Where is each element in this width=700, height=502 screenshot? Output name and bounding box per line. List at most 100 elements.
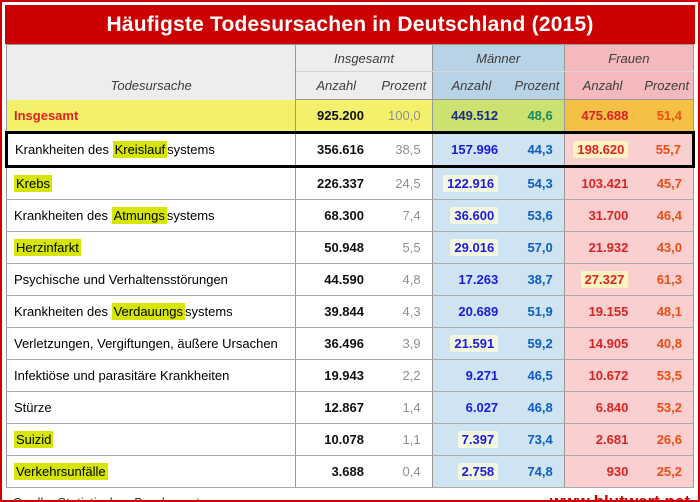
cause-text-post: systems bbox=[167, 142, 215, 157]
men-percent-cell: 46,5 bbox=[510, 359, 565, 392]
marker-highlight: Verkehrsunfälle bbox=[14, 463, 108, 480]
men-count-cell: 21.591 bbox=[431, 327, 511, 360]
total-count-cell: 925.200 bbox=[295, 99, 376, 133]
women-percent-cell: 43,0 bbox=[640, 231, 694, 264]
men-percent-cell: 44,3 bbox=[510, 131, 565, 168]
total-count-cell: 44.590 bbox=[295, 263, 376, 296]
total-percent-cell: 5,5 bbox=[376, 231, 433, 264]
cause-cell: Krankheiten des Atmungs systems bbox=[6, 199, 296, 232]
value-highlight: 2.758 bbox=[457, 463, 499, 480]
total-percent-cell: 100,0 bbox=[376, 99, 433, 133]
header-sub-row: Anzahl Prozent Anzahl Prozent Anzahl Pro… bbox=[7, 71, 694, 100]
men-percent-cell: 74,8 bbox=[510, 455, 565, 488]
header-group-row: Todesursache Insgesamt Männer Frauen bbox=[6, 44, 694, 100]
women-count-cell: 6.840 bbox=[563, 391, 641, 424]
footer: Quelle: Statistisches Bundesamt www.blut… bbox=[5, 488, 695, 502]
women-count-cell: 930 bbox=[563, 455, 641, 488]
men-count-cell: 9.271 bbox=[431, 359, 511, 392]
header-men-percent: Prozent bbox=[510, 71, 565, 100]
women-count-cell: 10.672 bbox=[563, 359, 641, 392]
men-count-cell: 122.916 bbox=[431, 166, 511, 200]
value-highlight: 27.327 bbox=[580, 271, 629, 288]
table-row-insgesamt: Insgesamt 925.200 100,0 449.512 48,6 475… bbox=[6, 99, 694, 133]
cause-cell: Stürze bbox=[6, 391, 296, 424]
table-row-suizid: Suizid 10.078 1,1 7.397 73,4 2.681 26,6 bbox=[6, 423, 694, 456]
total-percent-cell: 1,4 bbox=[376, 391, 433, 424]
cause-text: Stürze bbox=[14, 400, 52, 415]
total-percent-cell: 4,8 bbox=[376, 263, 433, 296]
cause-cell: Herzinfarkt bbox=[6, 231, 296, 264]
table-row-atmung: Krankheiten des Atmungs systems 68.300 7,… bbox=[6, 199, 694, 232]
men-percent-cell: 54,3 bbox=[510, 166, 565, 200]
cause-cell: Suizid bbox=[6, 423, 296, 456]
men-count-cell: 157.996 bbox=[431, 131, 511, 168]
men-count-cell: 29.016 bbox=[431, 231, 511, 264]
header-cause: Todesursache bbox=[6, 44, 296, 100]
total-count-cell: 3.688 bbox=[295, 455, 376, 488]
table-row-kreislauf: Krankheiten des Kreislauf systems 356.616… bbox=[4, 131, 696, 168]
women-percent-cell: 45,7 bbox=[640, 166, 694, 200]
women-count-cell: 198.620 bbox=[563, 131, 641, 168]
total-percent-cell: 0,4 bbox=[376, 455, 433, 488]
cause-text: Krankheiten des bbox=[14, 304, 112, 319]
table-row-verdauung: Krankheiten des Verdauungs systems 39.844… bbox=[6, 295, 694, 328]
total-count-cell: 68.300 bbox=[295, 199, 376, 232]
men-count-cell: 17.263 bbox=[431, 263, 511, 296]
men-count-cell: 2.758 bbox=[431, 455, 511, 488]
header-total-count: Anzahl bbox=[295, 71, 376, 100]
women-count-cell: 2.681 bbox=[563, 423, 641, 456]
women-percent-cell: 26,6 bbox=[640, 423, 694, 456]
total-percent-cell: 38,5 bbox=[376, 131, 433, 168]
women-count-cell: 27.327 bbox=[563, 263, 641, 296]
source-note: Quelle: Statistisches Bundesamt bbox=[12, 494, 200, 502]
cause-text-post: systems bbox=[184, 304, 233, 319]
women-percent-cell: 61,3 bbox=[640, 263, 694, 296]
table-row-stuerze: Stürze 12.867 1,4 6.027 46,8 6.840 53,2 bbox=[6, 391, 694, 424]
header-group-women: Frauen bbox=[563, 44, 694, 72]
total-count-cell: 36.496 bbox=[295, 327, 376, 360]
men-count-cell: 7.397 bbox=[431, 423, 511, 456]
total-percent-cell: 2,2 bbox=[376, 359, 433, 392]
cause-text: Krankheiten des bbox=[15, 142, 113, 157]
cause-text: Infektiöse und parasitäre Krankheiten bbox=[14, 368, 230, 383]
men-percent-cell: 57,0 bbox=[510, 231, 565, 264]
table-row-herzinfarkt: Herzinfarkt 50.948 5,5 29.016 57,0 21.93… bbox=[6, 231, 694, 264]
total-percent-cell: 24,5 bbox=[376, 166, 433, 200]
table-row-infektioese: Infektiöse und parasitäre Krankheiten 19… bbox=[6, 359, 694, 392]
total-count-cell: 39.844 bbox=[295, 295, 376, 328]
marker-highlight: Atmungs bbox=[111, 207, 167, 224]
men-percent-cell: 48,6 bbox=[510, 99, 565, 133]
total-percent-cell: 1,1 bbox=[376, 423, 433, 456]
cause-text: Verletzungen, Vergiftungen, äußere Ursac… bbox=[14, 336, 278, 351]
women-percent-cell: 55,7 bbox=[640, 131, 696, 168]
cause-cell: Psychische und Verhaltensstörungen bbox=[6, 263, 296, 296]
men-count-cell: 20.689 bbox=[431, 295, 511, 328]
cause-text: Krankheiten des bbox=[14, 208, 112, 223]
header-group-total: Insgesamt bbox=[295, 44, 433, 72]
marker-highlight: Krebs bbox=[14, 175, 52, 192]
cause-cell: Krankheiten des Kreislauf systems bbox=[4, 131, 296, 168]
women-count-cell: 31.700 bbox=[563, 199, 641, 232]
value-highlight: 36.600 bbox=[450, 207, 499, 224]
cause-text: Insgesamt bbox=[14, 107, 79, 123]
cause-cell: Krankheiten des Verdauungs systems bbox=[6, 295, 296, 328]
women-percent-cell: 53,5 bbox=[640, 359, 694, 392]
value-highlight: 21.591 bbox=[450, 335, 499, 352]
men-count-cell: 6.027 bbox=[431, 391, 511, 424]
total-percent-cell: 4,3 bbox=[376, 295, 433, 328]
cause-cell: Infektiöse und parasitäre Krankheiten bbox=[6, 359, 296, 392]
value-highlight: 29.016 bbox=[450, 239, 499, 256]
men-percent-cell: 73,4 bbox=[510, 423, 565, 456]
men-percent-cell: 53,6 bbox=[510, 199, 565, 232]
women-count-cell: 475.688 bbox=[563, 99, 641, 133]
women-count-cell: 103.421 bbox=[563, 166, 641, 200]
men-percent-cell: 46,8 bbox=[510, 391, 565, 424]
table-row-verkehrsunfaelle: Verkehrsunfälle 3.688 0,4 2.758 74,8 930… bbox=[6, 455, 694, 488]
cause-text-post: systems bbox=[166, 208, 215, 223]
header-women-percent: Prozent bbox=[640, 71, 694, 100]
total-count-cell: 226.337 bbox=[295, 166, 376, 200]
men-percent-cell: 51,9 bbox=[510, 295, 565, 328]
header-total-percent: Prozent bbox=[376, 71, 433, 100]
header-men-count: Anzahl bbox=[431, 71, 511, 100]
